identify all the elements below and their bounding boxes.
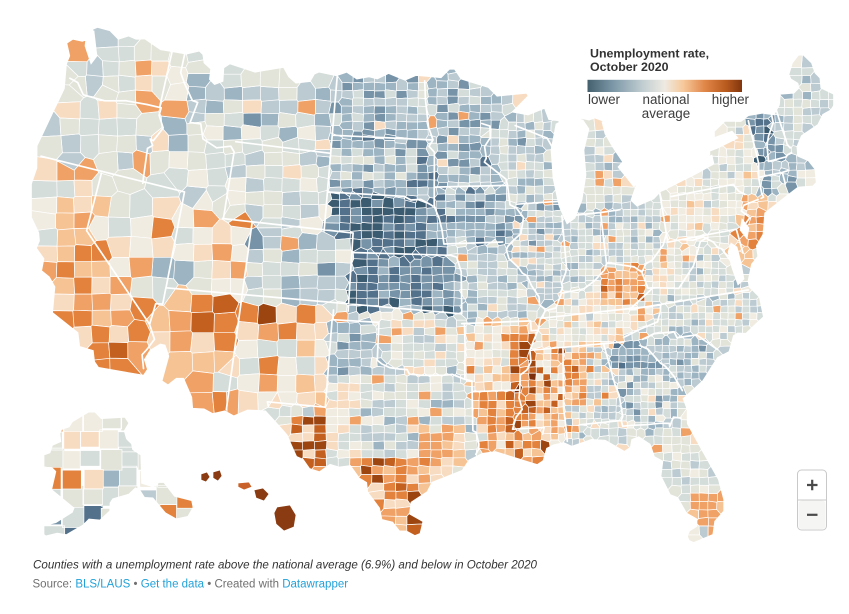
svg-text:Unemployment rate,: Unemployment rate, xyxy=(590,46,709,60)
svg-text:Source: BLS/LAUS • Get the dat: Source: BLS/LAUS • Get the data • Create… xyxy=(33,579,349,591)
svg-text:national: national xyxy=(643,92,690,107)
svg-text:higher: higher xyxy=(712,92,750,107)
svg-text:October 2020: October 2020 xyxy=(590,60,669,74)
svg-text:Counties with a unemployment r: Counties with a unemployment rate above … xyxy=(33,558,538,571)
svg-text:average: average xyxy=(642,106,690,121)
svg-text:lower: lower xyxy=(588,92,621,107)
